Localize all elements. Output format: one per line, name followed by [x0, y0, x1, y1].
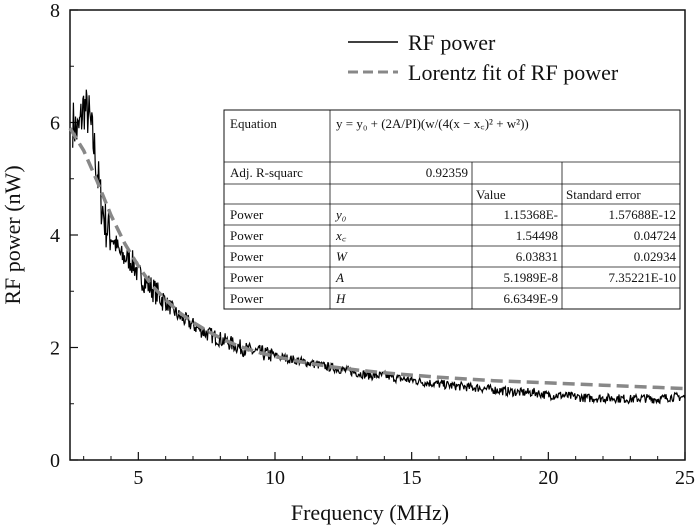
param-symbol: x꜀: [335, 228, 347, 243]
legend-label-fit: Lorentz fit of RF power: [408, 60, 619, 85]
table-cell: Power: [230, 270, 264, 285]
y-tick-label: 0: [50, 450, 60, 472]
table-cell: Power: [230, 207, 264, 222]
x-axis-title: Frequency (MHz): [291, 500, 449, 525]
table-cell: Equation: [230, 116, 277, 131]
legend: RF power Lorentz fit of RF power: [348, 30, 619, 85]
rf-power-line: [72, 89, 686, 405]
table-cell: Power: [230, 291, 264, 306]
table-frame: [223, 109, 681, 310]
fit-equation: y = y₀ + (2A/PI)(w/(4(x − x꜀)² + w²)): [336, 116, 529, 131]
std-error-header: Standard error: [566, 187, 641, 202]
table-cell: Power: [230, 228, 264, 243]
param-symbol: y₀: [334, 207, 346, 222]
x-tick-label: 20: [538, 467, 558, 489]
x-tick-label: 15: [402, 467, 422, 489]
param-std-error: 0.04724: [634, 228, 677, 243]
param-std-error: 1.57688E-12: [608, 207, 676, 222]
param-value: 1.15368E-: [503, 207, 558, 222]
table-cell: Power: [230, 249, 264, 264]
y-axis-title: RF power (nW): [0, 165, 25, 304]
param-symbol: W: [336, 249, 348, 264]
param-symbol: H: [335, 291, 346, 306]
lorentz-fit-line: [68, 127, 686, 391]
y-tick-label: 2: [50, 338, 60, 360]
param-symbol: A: [335, 270, 344, 285]
param-value: 5.1989E-8: [503, 270, 558, 285]
param-value: 1.54498: [516, 228, 558, 243]
x-tick-label: 25: [675, 467, 695, 489]
y-tick-label: 6: [50, 113, 60, 135]
x-tick-label: 5: [133, 467, 143, 489]
legend-label-rf: RF power: [408, 30, 496, 55]
y-tick-label: 4: [50, 225, 60, 247]
param-value: 6.6349E-9: [503, 291, 558, 306]
adj-r-square-value: 0.92359: [426, 165, 468, 180]
x-tick-label: 10: [265, 467, 285, 489]
value-header: Value: [476, 187, 506, 202]
y-tick-label: 8: [50, 0, 60, 22]
x-axis-ticks: 5 10 15 20 25: [83, 452, 695, 489]
param-value: 6.03831: [516, 249, 558, 264]
y-axis-ticks: 0 2 4 6 8: [50, 0, 78, 472]
param-std-error: 0.02934: [634, 249, 677, 264]
table-cell: Adj. R-squarc: [230, 165, 303, 180]
param-std-error: 7.35221E-10: [608, 270, 676, 285]
fit-parameters-table: Equation y = y₀ + (2A/PI)(w/(4(x − x꜀)² +…: [223, 109, 681, 310]
